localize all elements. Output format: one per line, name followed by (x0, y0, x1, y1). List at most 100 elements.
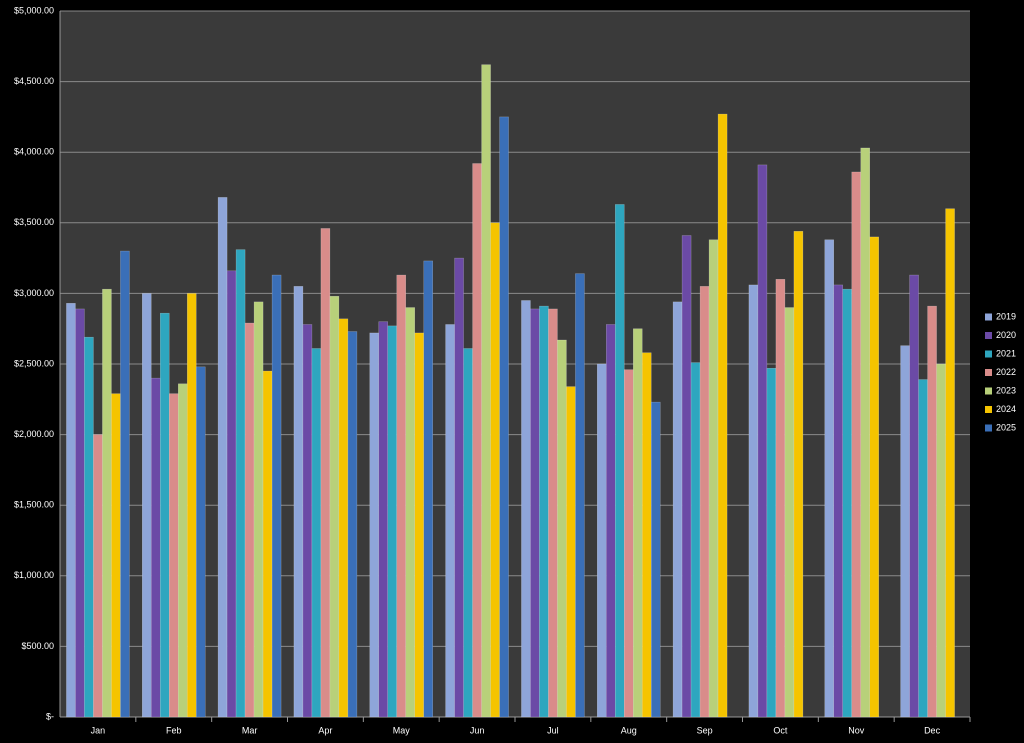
bar (521, 300, 531, 718)
bar (329, 295, 340, 718)
bar (699, 286, 710, 718)
legend-swatch (985, 387, 992, 395)
bar (387, 325, 397, 718)
bar (160, 312, 170, 718)
legend-label: 2021 (996, 348, 1016, 358)
bar (860, 147, 870, 718)
y-tick-label: $3,000.00 (14, 288, 54, 298)
bar (757, 164, 768, 718)
bar (102, 288, 112, 718)
legend-label: 2025 (996, 422, 1016, 432)
legend-swatch (985, 313, 992, 321)
bar (93, 434, 103, 718)
bar (66, 303, 76, 718)
bar (927, 305, 937, 718)
x-tick-label: Apr (318, 725, 332, 735)
bar (169, 393, 179, 718)
legend-swatch (985, 332, 992, 339)
bar (784, 307, 795, 718)
x-tick-label: May (393, 725, 411, 735)
bar (120, 250, 130, 718)
bar (142, 293, 152, 718)
bar (597, 363, 607, 718)
bar (557, 339, 567, 718)
bar (378, 321, 388, 718)
y-tick-label: $2,000.00 (14, 429, 54, 439)
y-tick-label: $5,000.00 (14, 5, 54, 15)
bar (293, 286, 304, 718)
bar (824, 239, 834, 718)
bar (606, 324, 616, 718)
legend-label: 2022 (996, 367, 1016, 377)
bar (530, 308, 540, 718)
bar (766, 367, 777, 718)
bar (918, 379, 928, 718)
y-tick-label: $4,000.00 (14, 147, 54, 157)
bar (369, 332, 379, 718)
bar (302, 324, 313, 718)
bar (217, 197, 228, 718)
bar (566, 386, 576, 718)
bar (539, 305, 549, 718)
bar (75, 308, 85, 718)
x-tick-label: Mar (242, 725, 258, 735)
bar (271, 274, 282, 718)
bar (672, 301, 683, 718)
bar (311, 348, 322, 718)
bar (472, 163, 482, 718)
x-tick-label: Dec (924, 725, 941, 735)
y-tick-label: $1,500.00 (14, 500, 54, 510)
legend-swatch (985, 424, 992, 432)
legend-label: 2019 (996, 311, 1016, 321)
bar (708, 239, 719, 718)
x-tick-label: Nov (848, 725, 865, 735)
bar (851, 171, 861, 718)
bar (320, 228, 331, 718)
bar (423, 260, 433, 718)
x-tick-label: Sep (697, 725, 713, 735)
bar (414, 332, 424, 718)
bar (936, 363, 946, 718)
bar (347, 331, 358, 718)
bar (226, 270, 237, 718)
y-tick-label: $1,000.00 (14, 570, 54, 580)
bar (405, 307, 415, 718)
bar (262, 370, 273, 718)
bar (615, 204, 625, 718)
x-tick-label: Aug (621, 725, 637, 735)
bar (681, 235, 692, 718)
bar (338, 318, 349, 718)
bar (575, 273, 585, 718)
bar (454, 257, 464, 718)
bar (642, 352, 652, 718)
x-tick-label: Jan (91, 725, 106, 735)
bar (869, 236, 879, 718)
legend-swatch (985, 369, 992, 376)
bar (833, 284, 843, 718)
bar (463, 348, 473, 718)
x-tick-label: Oct (773, 725, 788, 735)
bar (244, 322, 255, 718)
bar (624, 369, 634, 718)
legend-label: 2024 (996, 404, 1016, 414)
y-tick-label: $2,500.00 (14, 358, 54, 368)
bar (775, 279, 786, 718)
bar (253, 301, 264, 718)
legend-label: 2023 (996, 385, 1016, 395)
bar (651, 401, 661, 718)
bar (235, 249, 246, 718)
bar (84, 336, 94, 718)
legend-swatch (985, 350, 992, 358)
bar (178, 383, 188, 718)
bar (633, 328, 643, 718)
x-tick-label: Feb (166, 725, 182, 735)
bar (151, 377, 161, 718)
y-tick-label: $500.00 (21, 641, 54, 651)
x-tick-label: Jul (547, 725, 559, 735)
bar (945, 208, 955, 718)
bar (196, 366, 206, 718)
bar (499, 116, 509, 718)
bar (481, 64, 491, 718)
